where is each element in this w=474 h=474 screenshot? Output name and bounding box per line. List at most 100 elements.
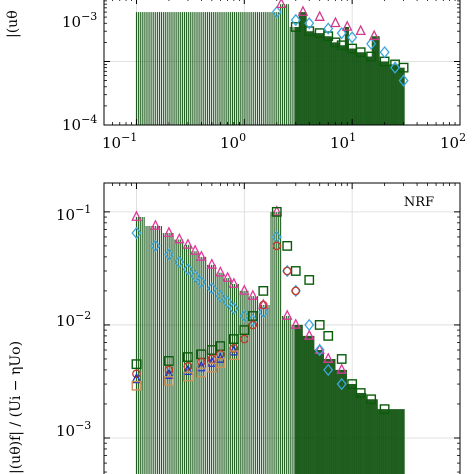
bottom-ytick-label-2: 10−1 [56,203,91,224]
bottom-series-2-point-10 [271,206,282,217]
top-series-1-point-5 [347,31,358,44]
bottom-series-0-point-0 [131,210,142,221]
top-xtick-label-2: 101 [330,131,356,152]
top-xtick-label-3-base: 10 [440,134,459,152]
bottom-series-2-point-15 [323,330,334,341]
bottom-series-3-point-9 [258,300,268,310]
bottom-points [131,205,390,415]
bottom-series-2-point-8 [247,311,258,321]
bottom-series-2-point-0 [131,359,142,370]
bottom-series-5-point-3 [196,367,207,378]
bottom-series-1-point-12 [247,314,258,327]
nrf-annotation: NRF [404,195,434,210]
bottom-series-3-point-2 [183,362,193,371]
bottom-series-2-point-20 [379,404,390,415]
bottom-series-2-point-11 [282,241,293,251]
bottom-series-3-point-0 [132,369,141,379]
top-xtick-label-3: 102 [440,131,466,152]
top-series-0-point-8 [366,51,377,62]
bottom-ytick-label-2-exp: −1 [75,203,91,216]
bottom-series-1-point-8 [215,289,226,303]
bottom-series-0-point-18 [314,343,325,354]
bottom-series-0-point-14 [271,205,283,216]
bottom-series-0-point-20 [336,363,347,374]
top-stems [135,4,405,125]
bottom-series-4-point-4 [206,356,218,367]
bottom-ytick-label-0-base: 10 [56,422,75,440]
top-xtick-label-1: 100 [220,131,246,152]
bottom-series-1-point-11 [239,309,250,323]
bottom-series-1-point-3 [174,255,185,269]
top-xtick-label-1-exp: 0 [239,131,246,144]
bottom-series-0-point-7 [206,258,218,269]
bottom-series-0-point-6 [196,250,207,261]
top-xtick-label-1-base: 10 [220,134,239,152]
bottom-series-0-point-11 [239,284,250,295]
bottom-series-1-point-1 [150,239,161,253]
bottom-series-5-point-1 [164,375,174,386]
top-xtick-label-2-exp: 1 [349,131,356,144]
top-points [271,0,409,87]
bottom-series-0-point-1 [150,219,161,230]
bottom-series-3-point-8 [248,320,258,330]
bottom-series-4-point-5 [215,352,226,363]
bottom-series-0-point-19 [322,352,334,363]
bottom-ytick-label-0: 10−3 [56,419,91,440]
bottom-panel: 10−1 10−2 10−3 NRF |(uθ)f| / (Ui − ηUo) [8,182,461,474]
bottom-series-1-point-18 [314,343,325,357]
bottom-series-1-point-0 [131,226,142,240]
bottom-series-2-point-18 [355,388,366,398]
top-xtick-label-0-exp: −1 [121,131,137,144]
bottom-series-2-point-14 [314,320,325,330]
top-series-1-point-4 [336,26,347,40]
bottom-ytick-label-2-base: 10 [56,206,75,224]
bottom-series-2-point-1 [164,356,174,366]
bottom-series-0-point-8 [215,265,226,277]
bottom-series-3-point-1 [164,365,174,375]
bottom-ytick-label-1-base: 10 [56,312,75,330]
bottom-series-1-point-4 [182,263,193,276]
top-ytick-label-0: 10−4 [62,113,97,134]
top-series-1-point-6 [366,37,377,51]
bottom-series-2-point-12 [290,266,301,276]
bottom-ytick-label-1-exp: −2 [75,309,91,322]
top-series-1-point-0 [271,5,282,19]
bottom-series-3-point-12 [291,286,301,296]
top-panel: 10−3 10−4 10−1 100 101 102 |(uθ [5,0,466,152]
bottom-series-1-point-10 [228,302,239,315]
bottom-series-1-point-13 [258,305,269,319]
bottom-series-1-point-17 [304,318,315,332]
bottom-series-2-point-6 [228,334,239,344]
top-ytick-label-1-base: 10 [62,13,81,31]
bottom-series-2-point-19 [366,394,377,405]
top-ytick-label-1: 10−3 [62,10,97,31]
top-series-2-point-5 [355,24,366,36]
top-series-0-point-3 [323,31,334,42]
top-ytick-label-0-exp: −4 [81,113,97,126]
bottom-series-3-point-5 [216,349,225,359]
bottom-series-0-point-5 [189,244,201,255]
bottom-series-0-point-16 [290,318,302,329]
bottom-series-4-point-3 [196,360,207,372]
top-series-2-point-0 [275,0,287,9]
bottom-series-0-point-10 [228,277,240,288]
bottom-series-0-point-17 [303,329,315,340]
top-series-2-point-1 [297,5,309,16]
top-series-2-point-4 [341,20,353,31]
bottom-series-5-point-5 [215,358,226,368]
top-ticks [103,0,461,126]
bottom-frame [103,182,461,474]
bottom-series-0-point-4 [182,238,194,249]
bottom-series-0-point-9 [222,271,233,282]
bottom-series-1-point-7 [206,282,217,295]
top-ylabel: |(uθ [5,10,21,38]
bottom-series-4-point-2 [182,364,194,376]
top-series-2-point-6 [368,29,380,41]
top-series-0-point-4 [330,37,341,48]
bottom-series-2-point-17 [347,379,358,389]
bottom-series-2-point-16 [336,354,347,364]
bottom-series-3-point-3 [197,357,206,367]
top-series-2-point-3 [330,16,341,28]
top-ytick-label-0-base: 10 [62,116,81,134]
